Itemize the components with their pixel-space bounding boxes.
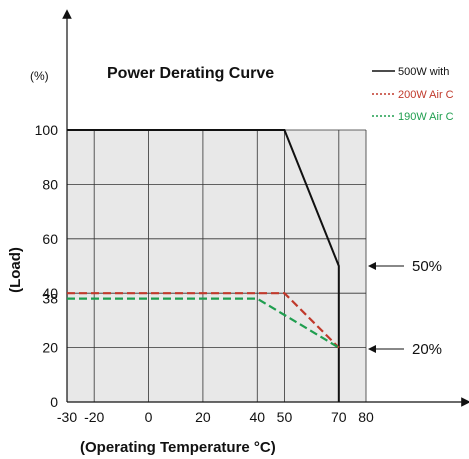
legend-item-200w: 200W Air C: [372, 89, 454, 101]
annotation-50-percent: 50%: [368, 258, 442, 275]
legend-item-190w: 190W Air C: [372, 111, 454, 123]
axes: [62, 9, 469, 407]
x-tick-label: 50: [277, 409, 293, 425]
annotation-20-label: 20%: [412, 341, 442, 358]
series-lines: [67, 129, 340, 402]
x-tick-label: -30: [57, 409, 77, 425]
y-tick-label: 38: [42, 291, 58, 307]
y-tick-label: 100: [35, 122, 59, 138]
x-tick-label: 80: [358, 409, 374, 425]
y-tick-label: 80: [42, 176, 58, 192]
chart-title: Power Derating Curve: [107, 65, 274, 82]
annotation-50-label: 50%: [412, 258, 442, 275]
unit-label: (%): [30, 69, 49, 83]
plot-background: [67, 130, 366, 402]
x-tick-label: 70: [331, 409, 347, 425]
x-tick-label: 0: [145, 409, 153, 425]
legend-label-190w: 190W Air C: [398, 111, 454, 123]
y-tick-label: 60: [42, 231, 58, 247]
y-tick-label: 40: [42, 285, 58, 301]
x-tick-label: 20: [195, 409, 211, 425]
y-tick-label: 0: [50, 394, 58, 410]
series-line-2: [67, 297, 340, 349]
legend: 500W with 200W Air C 190W Air C: [372, 66, 454, 123]
x-axis-title: (Operating Temperature °C): [80, 439, 276, 456]
x-tick-label: -20: [84, 409, 104, 425]
legend-label-200w: 200W Air C: [398, 89, 454, 101]
x-tick-label: 40: [249, 409, 265, 425]
annotation-20-percent: 20%: [368, 341, 442, 358]
y-axis-title: (Load): [7, 247, 24, 293]
y-tick-label: 20: [42, 340, 58, 356]
series-line-0: [67, 129, 340, 402]
legend-label-500w: 500W with: [398, 66, 449, 78]
legend-item-500w: 500W with: [372, 66, 449, 78]
series-line-1: [67, 292, 340, 349]
